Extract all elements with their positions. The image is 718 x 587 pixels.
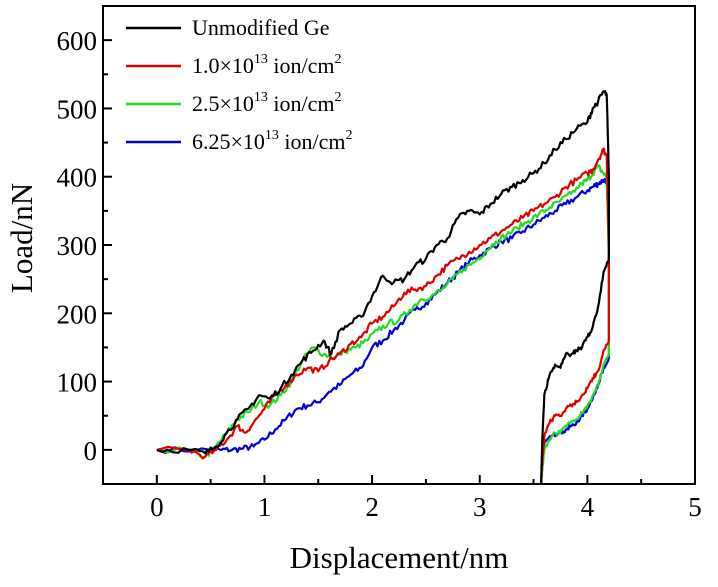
y-tick-label: 100: [57, 368, 98, 398]
x-tick-label: 0: [150, 492, 164, 522]
legend: Unmodified Ge 1.0×1013 ion/cm2 2.5×1013 io…: [126, 15, 353, 154]
x-axis-title: Displacement/nm: [290, 540, 509, 575]
x-tick-label: 5: [688, 492, 702, 522]
y-tick-label: 300: [57, 231, 98, 261]
x-tick-label: 3: [473, 492, 487, 522]
y-axis-title: Load/nN: [4, 183, 39, 293]
x-tick-label: 1: [258, 492, 272, 522]
y-tick-label: 200: [57, 299, 98, 329]
y-axis: 0 100 200 300 400 500 600: [57, 26, 112, 466]
x-tick-label: 4: [581, 492, 595, 522]
series-line-unmodified-ge: [156, 89, 610, 484]
x-axis: 0 1 2 3 4 5: [102, 475, 702, 522]
legend-label: 6.25×1013 ion/cm2: [192, 128, 353, 154]
legend-label: 2.5×1013 ion/cm2: [192, 90, 342, 116]
y-tick-label: 400: [57, 163, 98, 193]
series-layer: [156, 89, 610, 484]
legend-label: Unmodified Ge: [192, 15, 329, 40]
y-tick-label: 500: [57, 94, 98, 124]
legend-label: 1.0×1013 ion/cm2: [192, 52, 342, 78]
x-tick-label: 2: [365, 492, 379, 522]
y-tick-label: 0: [84, 436, 98, 466]
series-line-1-0-1013-ion-cm2: [156, 147, 610, 484]
y-tick-label: 600: [57, 26, 98, 56]
